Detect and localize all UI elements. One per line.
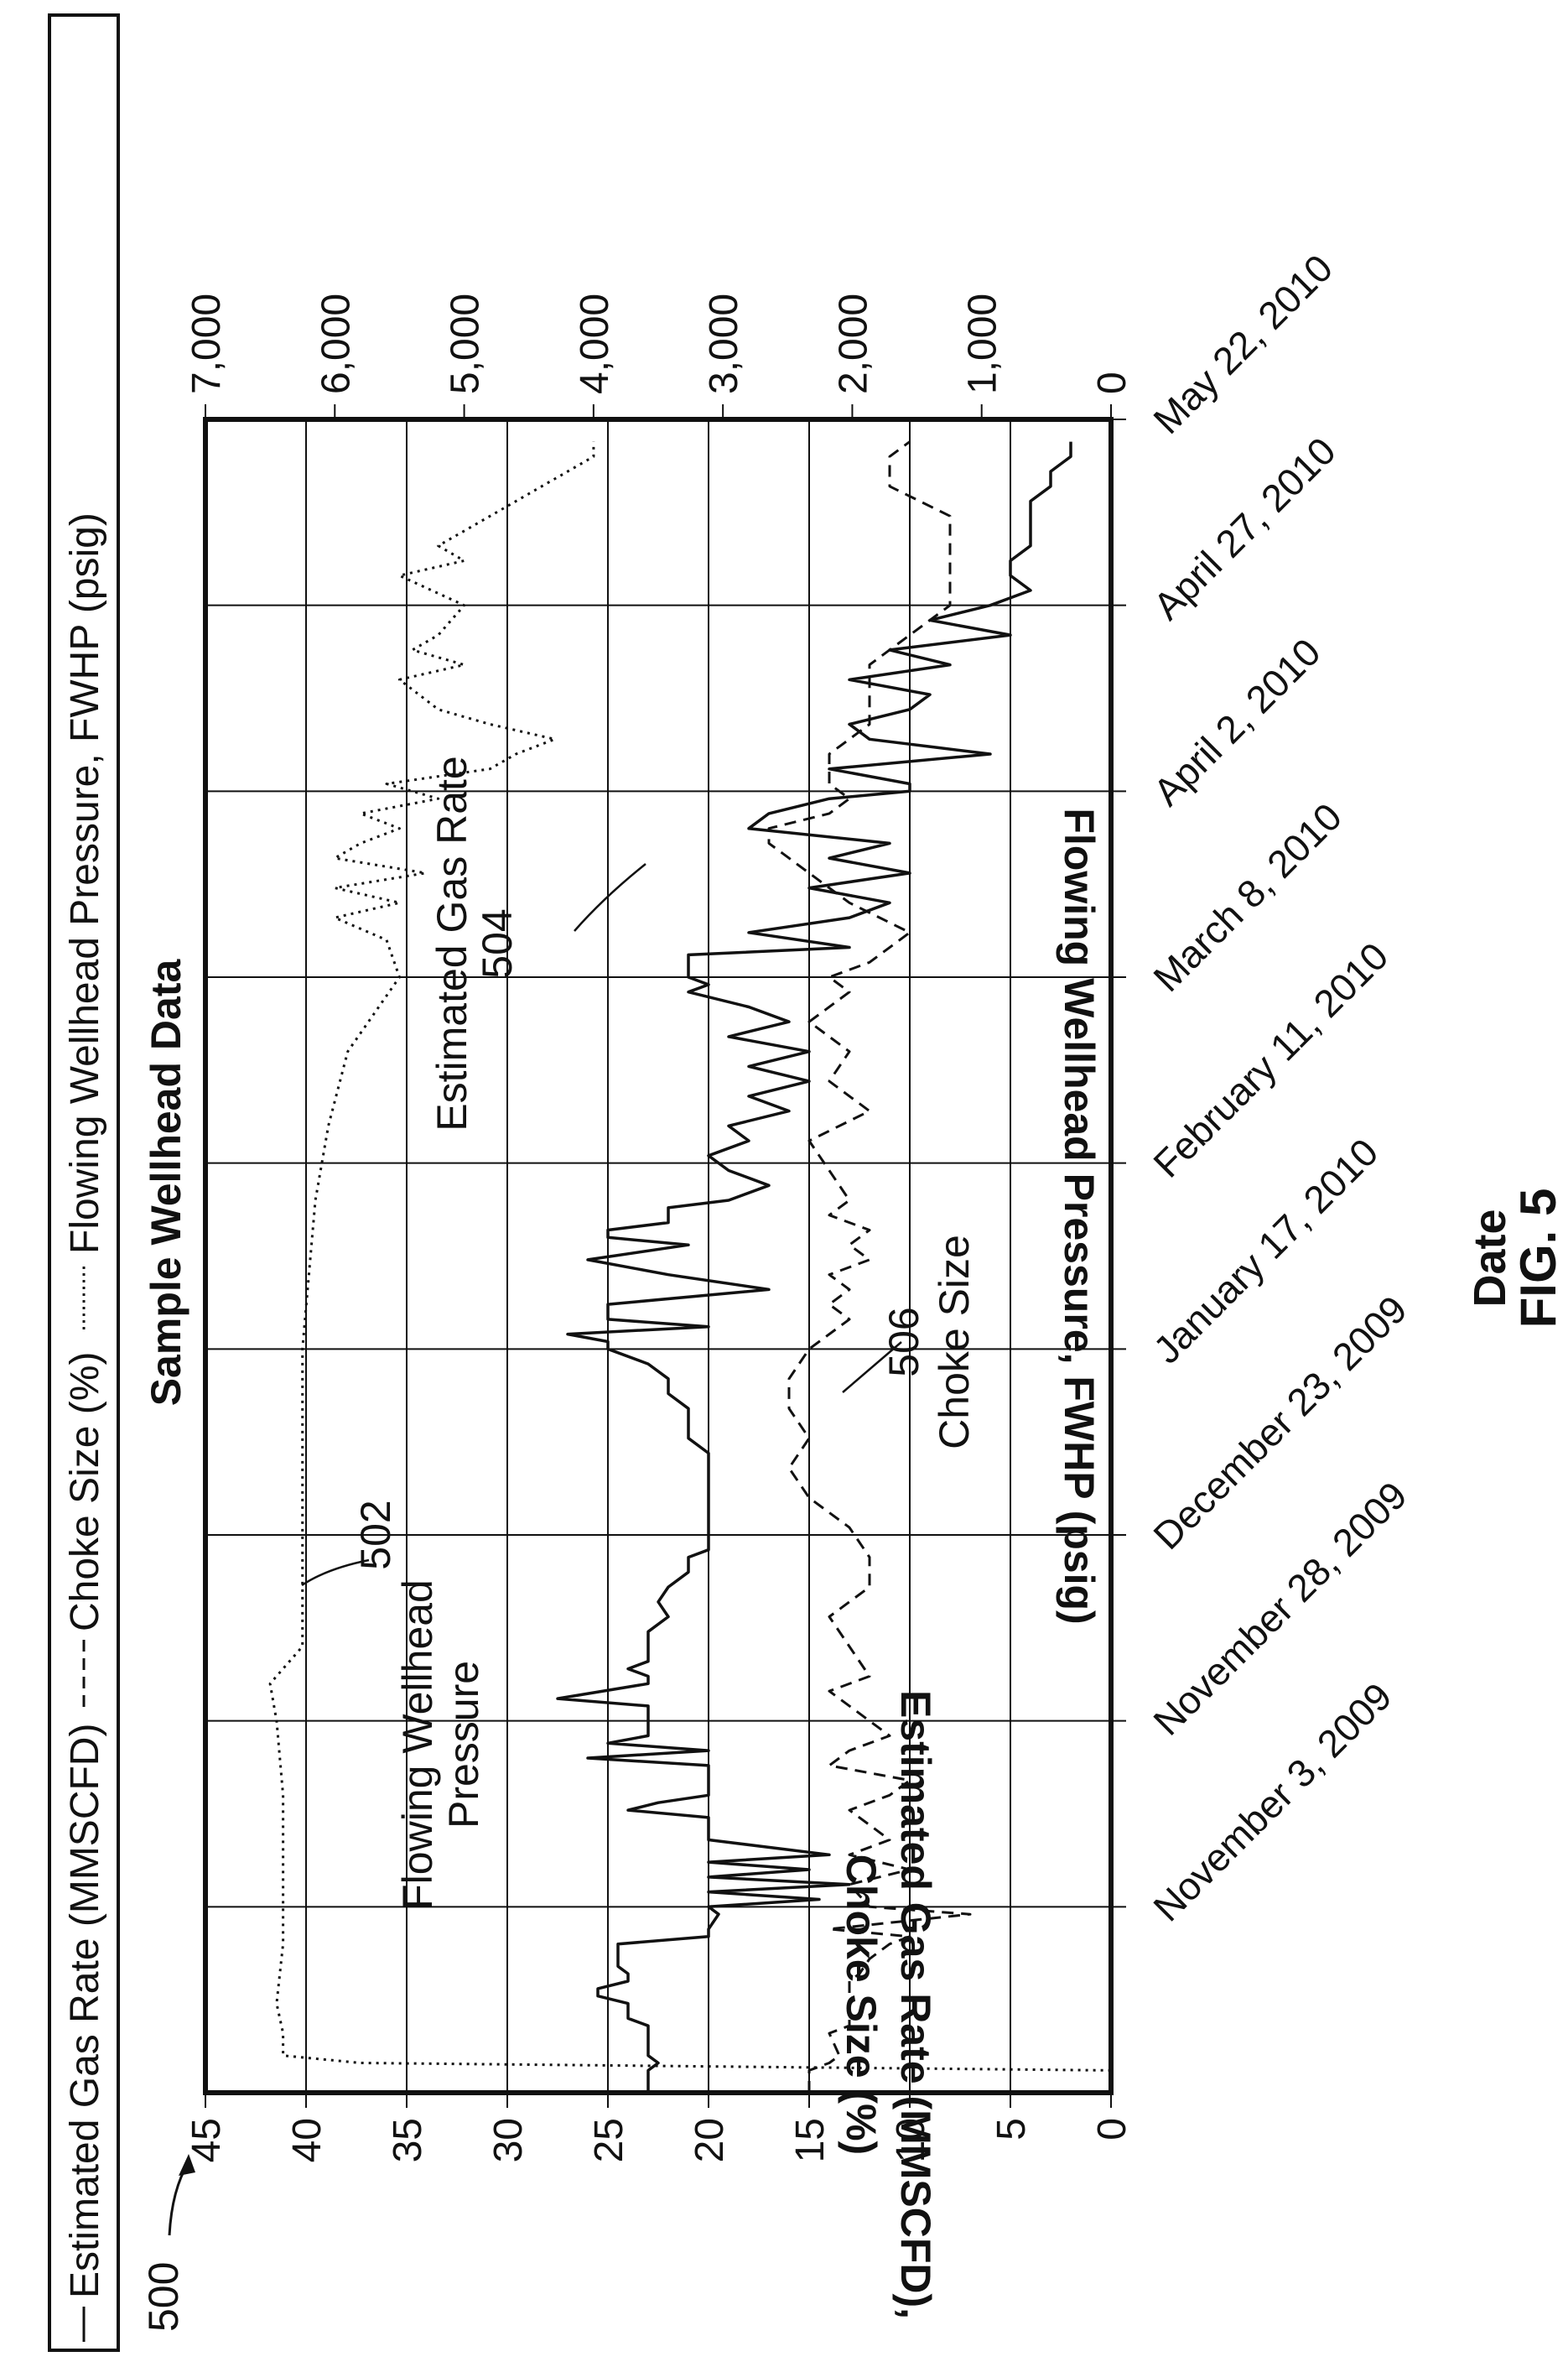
fig-label: FIG. 5 [1510, 1189, 1566, 1329]
y-left-tick-label: 40 [285, 2118, 330, 2162]
annotation-choke-ref: 506 [880, 1307, 927, 1376]
y-left-tick-label: 25 [587, 2118, 631, 2162]
y-left-tick-label: 20 [688, 2118, 732, 2162]
figure-ref-label: 500 [140, 2262, 187, 2332]
plot-frame [203, 417, 1114, 2095]
y-left-tick-label: 5 [989, 2118, 1034, 2141]
y-right-tick-label: 0 [1090, 372, 1134, 394]
annotation-gas-rate: Estimated Gas Rate 504 [428, 756, 646, 1131]
legend: Estimated Gas Rate (MMSCFD) Choke Size (… [48, 13, 120, 2352]
x-tick-label: March 8, 2010 [1145, 794, 1350, 1000]
y-axis-left-ticks: 0 5 10 15 20 25 30 35 40 45 [184, 2093, 1134, 2162]
figure-ref-500: 500 [140, 2154, 195, 2332]
y-right-tick-label: 5,000 [444, 294, 488, 394]
annotation-fwhp-text-2: Pressure [440, 1661, 487, 1829]
series-line-solid [556, 441, 1072, 2093]
x-tick-label: April 2, 2010 [1145, 630, 1328, 814]
x-tick-label: May 22, 2010 [1145, 246, 1341, 442]
plot-area [203, 417, 1114, 2095]
annotation-choke-text: Choke Size [931, 1235, 978, 1449]
annotation-gas-rate-leader [574, 863, 646, 932]
legend-box [48, 13, 120, 2352]
annotation-fwhp-ref: 502 [352, 1500, 399, 1569]
figure-ref-arrowhead [179, 2154, 195, 2176]
y-axis-right-title: Flowing Wellhead Pressure, FWHP (psig) [1056, 808, 1103, 1624]
annotation-fwhp: Flowing Wellhead Pressure 502 [301, 1500, 487, 1910]
annotation-gas-rate-text: Estimated Gas Rate [428, 756, 475, 1131]
annotation-fwhp-leader [301, 1558, 370, 1587]
y-right-tick-label: 2,000 [831, 294, 875, 394]
annotation-choke: Choke Size 506 [842, 1235, 978, 1449]
x-axis-title: Date [1465, 1209, 1515, 1307]
x-tick-label: April 27, 2010 [1145, 429, 1343, 627]
annotation-fwhp-text: Flowing Wellhead [394, 1579, 441, 1910]
y-right-tick-label: 1,000 [961, 294, 1005, 394]
series-layer [268, 440, 1113, 2093]
y-right-tick-label: 6,000 [314, 294, 358, 394]
legend-label-choke-size: Choke Size (%) [63, 1352, 107, 1631]
y-left-tick-label: 30 [486, 2118, 531, 2162]
annotation-gas-rate-ref: 504 [474, 908, 521, 978]
y-axis-left-title-line1: Estimated Gas Rate (MMSCFD), [892, 1690, 939, 2319]
y-left-tick-label: 35 [386, 2118, 430, 2162]
y-right-tick-label: 3,000 [702, 294, 746, 394]
chart-title: Sample Wellhead Data [143, 959, 190, 1407]
y-left-tick-label: 10 [889, 2118, 933, 2162]
legend-label-fwhp: Flowing Wellhead Pressure, FWHP (psig) [63, 512, 107, 1254]
y-left-tick-label: 15 [788, 2118, 833, 2162]
annotation-choke-leader [842, 1341, 902, 1393]
legend-label-gas-rate: Estimated Gas Rate (MMSCFD) [63, 1724, 107, 2298]
y-right-tick-label: 4,000 [573, 294, 617, 394]
y-axis-right-ticks: 0 1,000 2,000 3,000 4,000 5,000 6,000 7,000 [184, 294, 1134, 419]
y-left-tick-label: 0 [1090, 2118, 1134, 2141]
y-axis-left-title-line2: Choke Size (%) [838, 1855, 885, 2155]
series-line-dashed [767, 440, 972, 2093]
y-right-tick-label: 7,000 [184, 294, 229, 394]
y-left-tick-label: 45 [184, 2118, 229, 2162]
